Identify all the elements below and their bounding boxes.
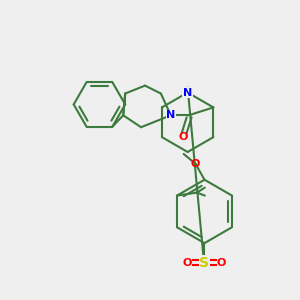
Text: O: O (217, 258, 226, 268)
Text: S: S (200, 256, 209, 270)
Text: N: N (183, 88, 192, 98)
Text: O: O (191, 159, 200, 169)
Text: N: N (166, 110, 176, 120)
Text: O: O (183, 258, 192, 268)
Text: O: O (179, 132, 188, 142)
